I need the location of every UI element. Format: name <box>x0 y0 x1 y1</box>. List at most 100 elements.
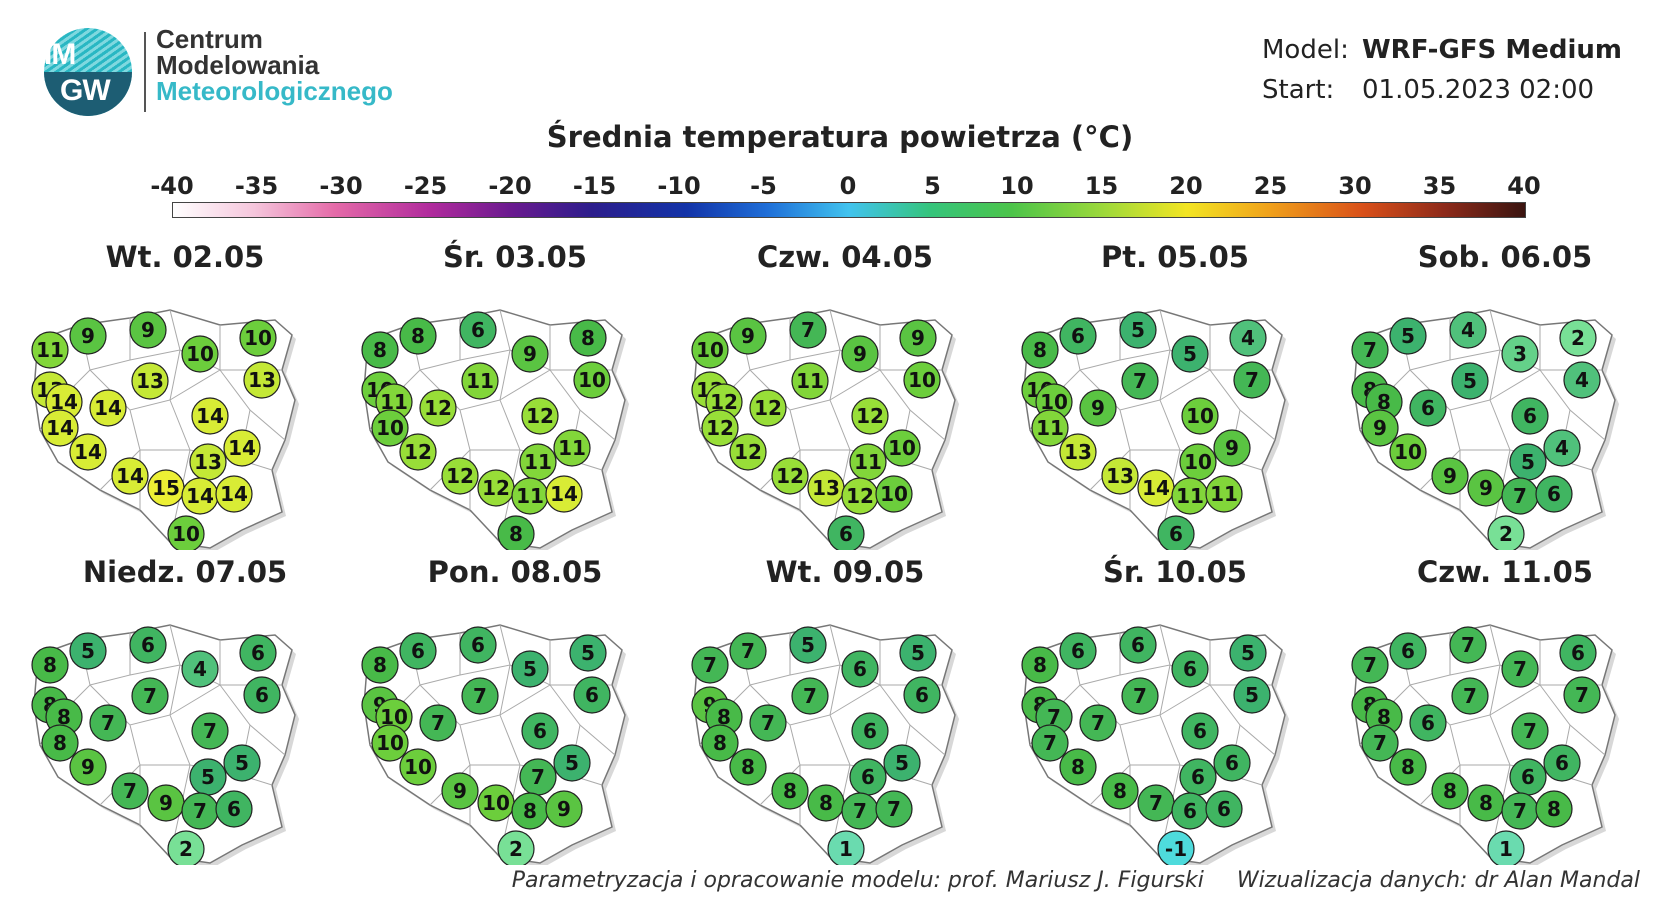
temperature-marker: 12 <box>441 457 479 495</box>
temperature-marker: 14 <box>89 389 127 427</box>
temperature-marker: 10 <box>1389 433 1427 471</box>
temperature-value: 10 <box>880 482 908 506</box>
temperature-value: 13 <box>248 368 276 392</box>
temperature-value: 12 <box>776 464 804 488</box>
temperature-marker: 3 <box>1501 335 1539 373</box>
temperature-marker: 6 <box>1171 650 1209 688</box>
temperature-marker: 6 <box>215 790 253 828</box>
temperature-marker-circle <box>875 790 913 828</box>
temperature-marker-circle <box>749 389 787 427</box>
scale-tick-label: 20 <box>1169 172 1203 200</box>
forecast-day-label: Śr. 03.05 <box>443 240 587 274</box>
temperature-value: 7 <box>801 318 815 342</box>
temperature-value: 10 <box>376 731 404 755</box>
temperature-marker-circle <box>167 830 205 865</box>
temperature-value: 12 <box>424 396 452 420</box>
temperature-marker-circle <box>1233 676 1271 714</box>
temperature-value: 7 <box>193 799 207 823</box>
region-border <box>1489 369 1606 441</box>
temperature-value: -1 <box>1165 837 1187 861</box>
temperature-value: 5 <box>201 765 215 789</box>
region-border <box>499 369 616 441</box>
temperature-marker: 1 <box>827 830 865 865</box>
temperature-marker: 12 <box>729 433 767 471</box>
temperature-value: 5 <box>1463 369 1477 393</box>
temperature-marker: 5 <box>789 626 827 664</box>
temperature-marker: 9 <box>899 319 937 357</box>
temperature-marker: 14 <box>215 475 253 513</box>
temperature-value: 7 <box>853 799 867 823</box>
temperature-value: 6 <box>1183 799 1197 823</box>
temperature-marker-circle <box>841 650 879 688</box>
temperature-marker-circle <box>1205 475 1243 513</box>
temperature-marker-circle <box>1431 772 1469 810</box>
temperature-marker: 7 <box>729 632 767 670</box>
model-info: Model: WRF-GFS Medium Start: 01.05.2023 … <box>1262 30 1622 110</box>
temperature-marker: 13 <box>131 362 169 400</box>
temperature-marker: 6 <box>1511 397 1549 435</box>
temperature-marker: 13 <box>807 469 845 507</box>
forecast-day-label: Wt. 09.05 <box>765 555 925 589</box>
temperature-marker-circle <box>569 319 607 357</box>
temperature-value: 6 <box>1555 751 1569 775</box>
temperature-marker-circle <box>459 626 497 664</box>
temperature-marker: 7 <box>1031 724 1069 762</box>
temperature-marker-circle <box>41 409 79 447</box>
temperature-marker: 11 <box>461 362 499 400</box>
temperature-marker: 6 <box>1059 632 1097 670</box>
temperature-marker-circle <box>131 362 169 400</box>
temperature-marker: 6 <box>399 632 437 670</box>
temperature-value: 9 <box>1479 476 1493 500</box>
temperature-value: 11 <box>1210 482 1238 506</box>
poland-map: 10979912111210121212121110121312106 <box>691 309 959 550</box>
temperature-marker: 7 <box>191 712 229 750</box>
temperature-marker-circle <box>191 397 229 435</box>
temperature-marker: 8 <box>1467 784 1505 822</box>
temperature-marker-circle <box>371 409 409 447</box>
temperature-marker-circle <box>789 626 827 664</box>
temperature-marker: 8 <box>1021 331 1059 369</box>
temperature-value: 8 <box>717 705 731 729</box>
temperature-value: 9 <box>853 342 867 366</box>
temperature-marker-circle <box>1543 744 1581 782</box>
temperature-value: 8 <box>581 326 595 350</box>
temperature-marker: 7 <box>691 646 729 684</box>
temperature-value: 6 <box>861 765 875 789</box>
temperature-value: 5 <box>235 751 249 775</box>
temperature-value: 8 <box>741 755 755 779</box>
temperature-value: 4 <box>1241 326 1255 350</box>
temperature-value: 13 <box>194 450 222 474</box>
temperature-marker-circle <box>899 634 937 672</box>
temperature-marker: 12 <box>477 469 515 507</box>
temperature-marker: 5 <box>1389 317 1427 355</box>
temperature-marker: 10 <box>573 361 611 399</box>
temperature-marker: 10 <box>181 335 219 373</box>
temperature-value: 7 <box>1149 791 1163 815</box>
temperature-marker: 10 <box>875 475 913 513</box>
temperature-marker-circle <box>883 429 921 467</box>
temperature-marker-circle <box>691 331 729 369</box>
temperature-value: 7 <box>1047 705 1061 729</box>
temperature-marker-circle <box>31 646 69 684</box>
temperature-marker-circle <box>215 790 253 828</box>
temperature-marker-circle <box>111 457 149 495</box>
temperature-marker-circle <box>1409 389 1447 427</box>
temperature-value: 14 <box>94 396 122 420</box>
temperature-value: 7 <box>1245 368 1259 392</box>
temperature-marker: 2 <box>1559 319 1597 357</box>
temperature-marker: 9 <box>1213 429 1251 467</box>
temperature-value: 7 <box>1133 684 1147 708</box>
temperature-marker: 14 <box>41 409 79 447</box>
temperature-marker: 14 <box>191 397 229 435</box>
temperature-value: 12 <box>856 404 884 428</box>
temperature-value: 5 <box>1131 318 1145 342</box>
temperature-marker: 13 <box>1101 457 1139 495</box>
temperature-marker: 11 <box>519 443 557 481</box>
temperature-value: 4 <box>1461 318 1475 342</box>
temperature-marker: 10 <box>903 361 941 399</box>
temperature-value: 8 <box>373 653 387 677</box>
temperature-value: 6 <box>1421 396 1435 420</box>
temperature-marker: 6 <box>1409 704 1447 742</box>
temperature-marker-circle <box>1059 632 1097 670</box>
temperature-value: 7 <box>143 684 157 708</box>
